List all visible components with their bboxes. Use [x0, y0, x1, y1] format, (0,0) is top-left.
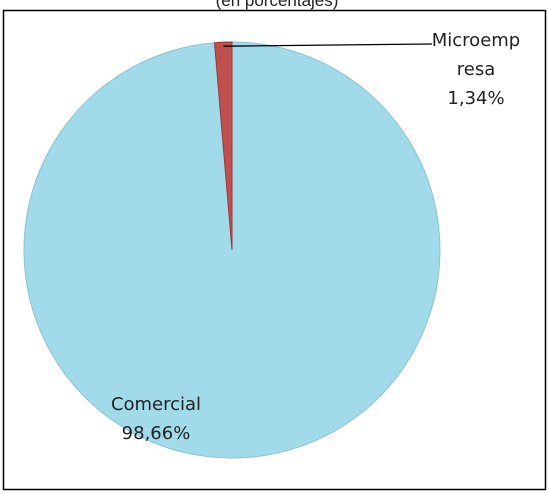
value-label: 1,34%	[447, 88, 505, 109]
leader-line	[223, 43, 433, 47]
label-box: Comercial 98,66%	[108, 390, 204, 448]
pie-slice	[213, 41, 233, 251]
frame	[2, 9, 547, 491]
category-label: Microempresa	[431, 30, 521, 80]
value-label: 98,66%	[121, 423, 191, 444]
data-label: Comercial 98,66%	[108, 390, 204, 448]
label-box: Microempresa 1,34%	[430, 26, 522, 113]
chart-subtitle: (en porcentajes)	[216, 0, 339, 10]
data-label: Microempresa 1,34%	[430, 26, 522, 113]
category-label: Comercial	[110, 394, 202, 415]
